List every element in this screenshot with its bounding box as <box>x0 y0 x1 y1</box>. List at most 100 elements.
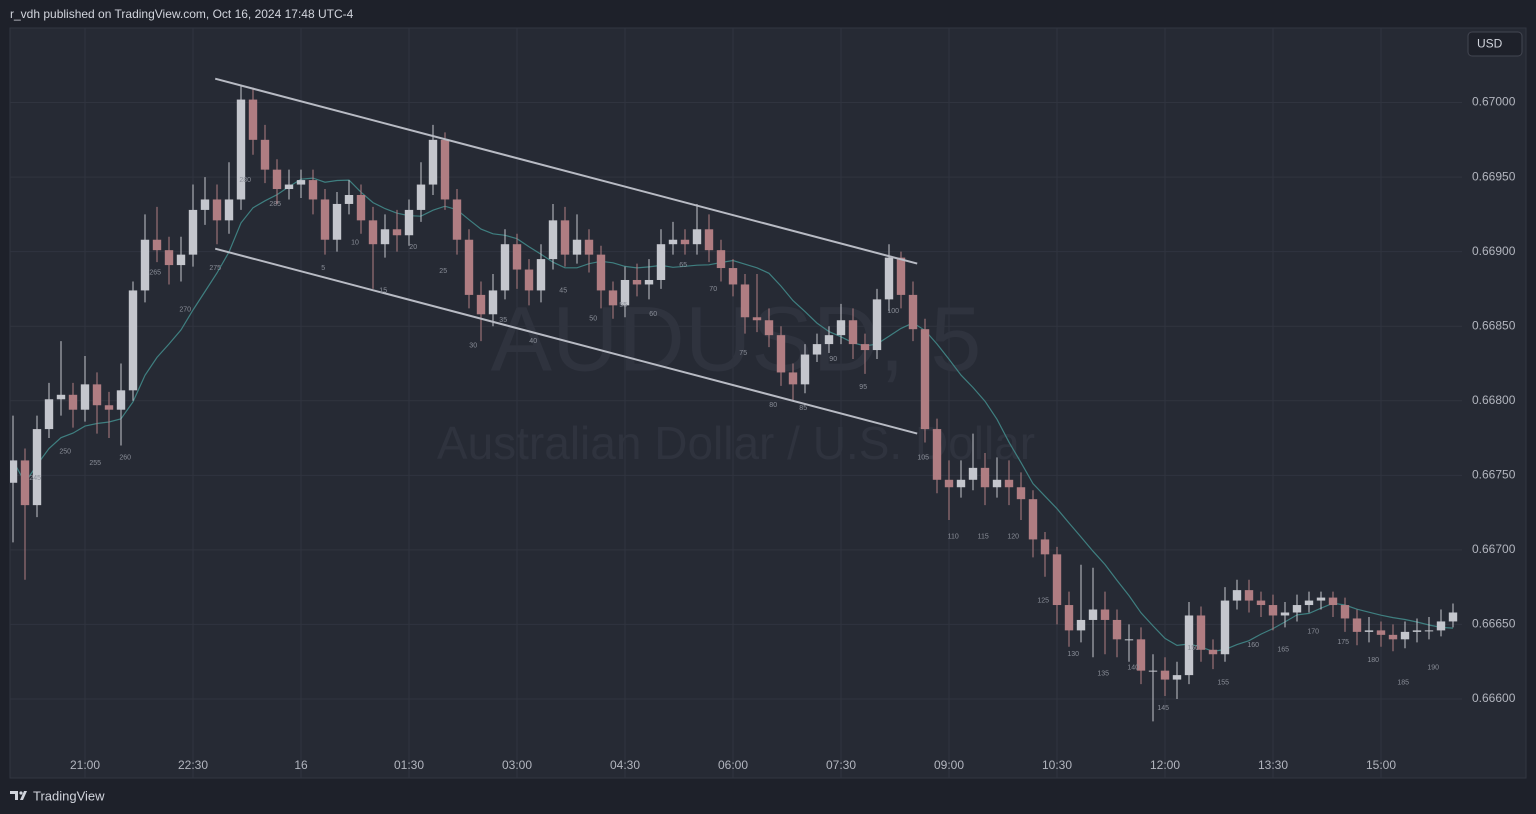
candle-body <box>1100 609 1110 620</box>
candle-body <box>800 354 810 385</box>
time-tick-label: 16 <box>294 758 308 772</box>
currency-label[interactable]: USD <box>1477 37 1503 51</box>
bar-count-label: 120 <box>1007 533 1019 540</box>
candle-body <box>1340 605 1350 619</box>
candle-body <box>776 335 786 373</box>
candle-body <box>1328 597 1338 606</box>
candle-body <box>956 479 966 488</box>
bar-count-label: 285 <box>269 201 281 208</box>
time-tick-label: 13:30 <box>1258 758 1288 772</box>
candle-body <box>1208 649 1218 655</box>
time-tick-label: 01:30 <box>394 758 424 772</box>
bar-count-label: 100 <box>887 308 899 315</box>
bar-count-label: 270 <box>179 307 191 314</box>
candle-body <box>1304 600 1314 606</box>
candle-body <box>656 244 666 280</box>
candle-body <box>164 250 174 266</box>
candle-body <box>248 99 258 140</box>
candle-body <box>572 239 582 255</box>
candle-body <box>1040 539 1050 555</box>
bar-count-label: 280 <box>239 177 251 184</box>
candle-body <box>1292 605 1302 613</box>
candle-body <box>764 320 774 336</box>
candle-body <box>1004 479 1014 488</box>
bar-count-label: 30 <box>469 342 477 349</box>
candle-body <box>1028 499 1038 540</box>
price-tick-label: 0.66900 <box>1472 244 1516 258</box>
price-tick-label: 0.66850 <box>1472 318 1516 332</box>
plot: 245 250 255 260 265 270 275 280 285 5 10 15 20 25 30 35… <box>10 77 1458 722</box>
watermark-symbol: AUDUSD, 5 <box>491 288 982 390</box>
candle-body <box>1352 618 1362 632</box>
candle-body <box>1076 619 1086 631</box>
channel-line <box>214 77 918 265</box>
candle-body <box>632 279 642 285</box>
candle-body <box>1400 631 1410 640</box>
candle-body <box>980 467 990 488</box>
bar-count-label: 50 <box>589 316 597 323</box>
bar-count-label: 140 <box>1127 665 1139 672</box>
candle-body <box>320 199 330 240</box>
candle-body <box>1424 630 1434 632</box>
candle-body <box>560 220 570 255</box>
candle-body <box>824 335 834 345</box>
bar-count-label: 105 <box>917 454 929 461</box>
bar-count-label: 20 <box>409 244 417 251</box>
bar-count-label: 80 <box>769 402 777 409</box>
candle-body <box>188 209 198 255</box>
bar-count-label: 190 <box>1427 665 1439 672</box>
candle-body <box>908 294 918 330</box>
candle-body <box>464 239 474 295</box>
candle-body <box>884 257 894 300</box>
candle-body <box>1412 630 1422 632</box>
candle-body <box>404 209 414 236</box>
bar-count-label: 70 <box>709 286 717 293</box>
candle-body <box>1184 615 1194 676</box>
time-tick-label: 06:00 <box>718 758 748 772</box>
currency-button[interactable] <box>1467 31 1523 57</box>
bar-count-label: 25 <box>439 268 447 275</box>
price-tick-label: 0.66600 <box>1472 691 1516 705</box>
time-tick-label: 10:30 <box>1042 758 1072 772</box>
candle-body <box>620 279 630 306</box>
bar-count-label: 60 <box>649 311 657 318</box>
candle-body <box>10 460 18 483</box>
price-tick-label: 0.67000 <box>1472 95 1516 109</box>
bar-count-label: 115 <box>978 533 989 540</box>
candle-body <box>668 239 678 245</box>
candle-body <box>728 268 738 285</box>
bar-count-label: 75 <box>739 350 747 357</box>
candle-body <box>920 329 930 430</box>
bar-count-label: 155 <box>1217 679 1229 686</box>
candle-body <box>1088 609 1098 620</box>
candle-body <box>1364 630 1374 632</box>
bar-count-label: 145 <box>1157 705 1169 712</box>
candle-body <box>260 139 270 170</box>
candle-body <box>1136 639 1146 671</box>
candle-body <box>452 199 462 240</box>
candle-body <box>596 254 606 291</box>
candle-body <box>224 199 234 221</box>
bar-count-label: 15 <box>379 287 387 294</box>
axes: 0.67000 0.66950 0.66900 0.66850 0.66800 0.667… <box>70 95 1516 772</box>
brand-logo <box>10 791 27 800</box>
candle-body <box>716 250 726 269</box>
bar-count-label: 180 <box>1367 657 1379 664</box>
candle-body <box>308 180 318 200</box>
brand-text: TradingView <box>33 788 105 803</box>
price-tick-label: 0.66650 <box>1472 617 1516 631</box>
logo-icon <box>10 791 27 800</box>
candle-body <box>380 229 390 245</box>
bar-count-label: 160 <box>1247 642 1259 649</box>
bar-count-label: 95 <box>859 384 867 391</box>
candle-body <box>368 220 378 245</box>
candle-body <box>80 384 90 410</box>
candle-body <box>608 290 618 306</box>
candle-body <box>584 239 594 255</box>
candle-body <box>332 203 342 240</box>
candle-body <box>116 390 126 410</box>
header-text: r_vdh published on TradingView.com, Oct … <box>10 7 354 21</box>
candle-body <box>284 184 294 190</box>
candle-body <box>296 180 306 185</box>
candle-body <box>1148 670 1158 672</box>
